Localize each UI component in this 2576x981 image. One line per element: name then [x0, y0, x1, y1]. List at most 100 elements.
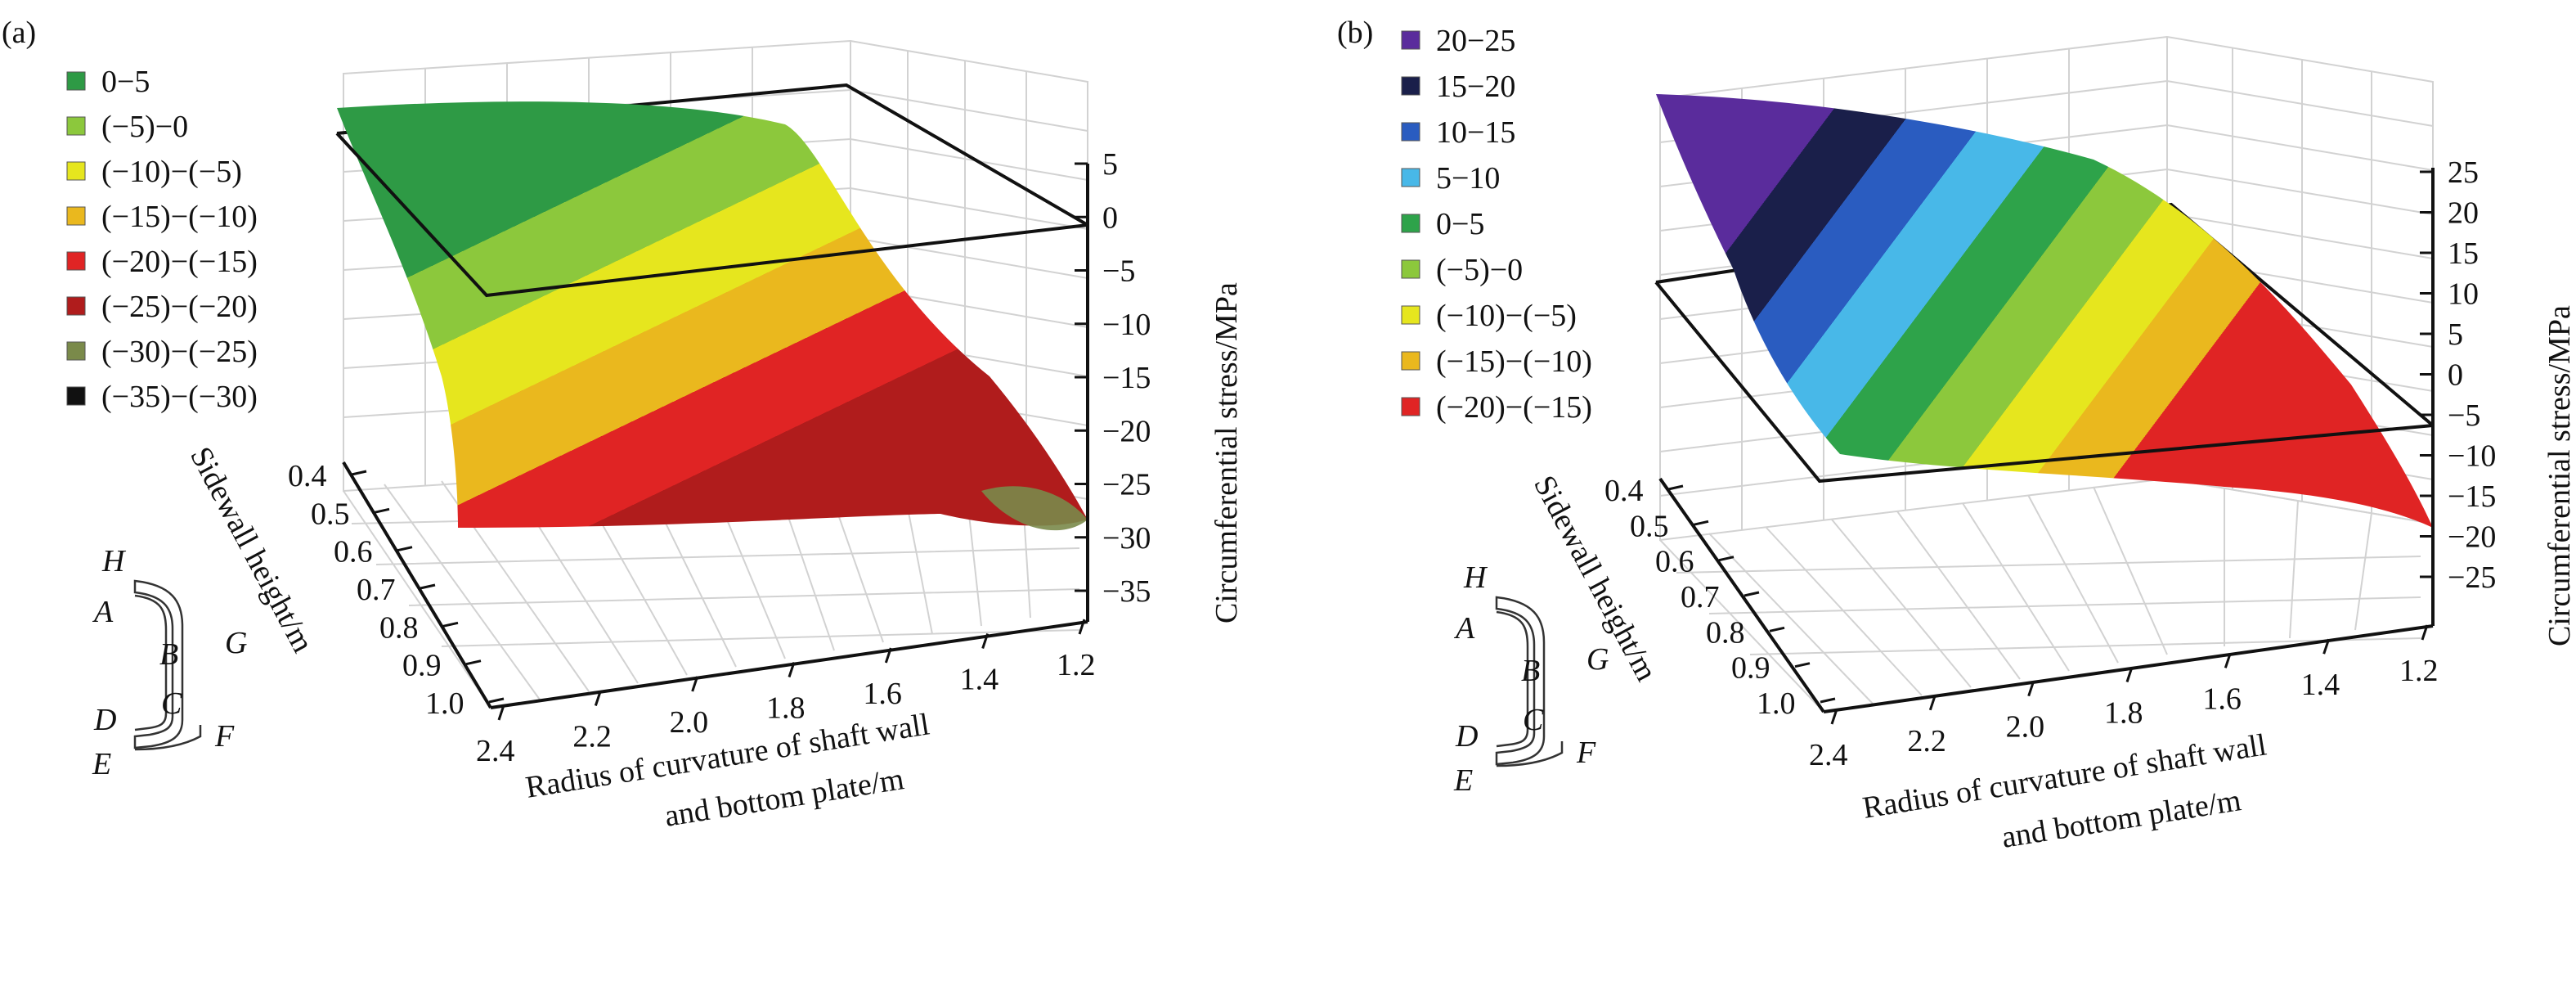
legend-swatch [1401, 76, 1420, 96]
y-tick-label: 1.0 [425, 686, 464, 721]
legend-label: (−10)−(−5) [1436, 299, 1577, 333]
y-tick-label: 0.6 [1655, 545, 1694, 579]
tick-marks [351, 162, 1088, 721]
legend-label: (−10)−(−5) [101, 155, 242, 189]
y-tick [442, 621, 459, 628]
x-tick-label: 1.8 [766, 691, 806, 726]
legend-swatch [1401, 30, 1420, 50]
z-tick-label: −25 [1102, 468, 1151, 502]
x-tick-label: 1.6 [2202, 682, 2242, 716]
y-tick [1667, 484, 1684, 491]
legend-label: (−5)−0 [1436, 253, 1523, 287]
x-tick [884, 647, 892, 664]
z-tick-label: −15 [2448, 479, 2496, 514]
x-tick [1928, 695, 1936, 711]
inset-label: D [1455, 719, 1478, 754]
x-tick-label: 2.0 [670, 705, 709, 740]
z-tick-label: 5 [1102, 147, 1118, 182]
z-tick-label: −5 [2448, 398, 2480, 433]
legend-swatch [1401, 397, 1420, 416]
stress-surface [1656, 94, 2433, 528]
x-tick [497, 704, 505, 721]
y-tick-label: 0.9 [402, 649, 442, 683]
y-tick-label: 0.9 [1731, 651, 1770, 686]
legend-swatch [1401, 122, 1420, 142]
legend-swatch [1401, 214, 1420, 233]
y-tick [1744, 591, 1760, 597]
z-tick-label: 15 [2448, 236, 2479, 271]
panel-label: (a) [2, 16, 36, 50]
legend-swatch [66, 206, 86, 226]
x-tick [594, 691, 602, 706]
inset-bottom-plate [134, 725, 202, 751]
main-axes [1658, 168, 2435, 713]
x-tick [2322, 638, 2331, 655]
y-tick-label: 0.5 [311, 497, 350, 531]
z-tick-label: −10 [2448, 439, 2496, 474]
inset-label: H [1463, 560, 1488, 595]
shaft-inset-diagram: HA B G C D F E [1453, 560, 1609, 798]
legend-label: 0−5 [1436, 207, 1484, 241]
legend: 0−5 (−5)−0 (−10)−(−5) (−15)−(−10) (−20)−(−15… [66, 65, 258, 414]
x-tick-label: 2.4 [1809, 738, 1848, 772]
legend-label: (−35)−(−30) [101, 380, 258, 414]
legend-label: 0−5 [101, 65, 150, 99]
inset-label: C [1523, 703, 1544, 737]
inset-label: B [159, 637, 178, 672]
x-tick-label: 2.2 [1907, 724, 1946, 758]
z-tick-label: −5 [1102, 254, 1135, 289]
x-tick [2125, 667, 2134, 682]
y-tick [1820, 697, 1836, 704]
inset-bottom-plate [1496, 741, 1564, 767]
surface-dark-tip [981, 486, 1088, 531]
x-tick [691, 676, 699, 692]
legend-label: 15−20 [1436, 70, 1515, 104]
legend-swatch [1401, 168, 1420, 187]
inset-outer-wall [133, 579, 184, 749]
legend: 20−25 15−20 10−15 5−10 0−5 (−5)−0 (−10)−(−5) (−… [1401, 24, 1592, 425]
zero-plane-front [335, 132, 1088, 298]
zero-plane-front [1654, 281, 2434, 484]
legend-swatch [66, 386, 86, 406]
x-tick [981, 633, 990, 649]
inset-label: F [214, 719, 235, 754]
x-tick [2224, 652, 2232, 668]
stress-surface [337, 101, 1088, 529]
panel-a: (a) 50−5−10−15−2 [2, 16, 1244, 834]
legend-label: (−15)−(−10) [1436, 344, 1592, 379]
legend-label: (−5)−0 [101, 110, 188, 144]
inset-label: E [1453, 763, 1473, 798]
z-tick-label: 10 [2448, 277, 2479, 312]
y-tick-label: 1.0 [1757, 686, 1796, 721]
z-tick-label: 25 [2448, 155, 2479, 190]
x-tick [1830, 709, 1838, 725]
x-tick-label: 1.6 [863, 677, 902, 711]
tick-marks [1667, 170, 2433, 725]
y-tick-label: 0.8 [379, 610, 419, 645]
legend-label: (−20)−(−15) [1436, 390, 1592, 425]
x-tick-label: 2.0 [2006, 710, 2045, 745]
y-tick-label: 0.5 [1630, 509, 1669, 543]
inset-inner-wall [134, 594, 168, 731]
y-tick-label: 0.7 [357, 573, 396, 607]
z-tick-label: 0 [1102, 200, 1118, 235]
y-tick [1769, 626, 1785, 632]
y-tick [420, 583, 436, 590]
legend-label: (−15)−(−10) [101, 200, 258, 234]
inset-label: C [161, 686, 182, 721]
inset-label: B [1521, 654, 1540, 688]
y-tick-label: 0.4 [288, 459, 327, 493]
inset-label: A [1453, 611, 1475, 646]
legend-swatch [1401, 259, 1420, 279]
z-tick-label: −30 [1102, 521, 1151, 556]
inset-label: G [1586, 642, 1609, 677]
x-tick-label: 1.8 [2104, 696, 2143, 731]
inset-inner-wall [1496, 610, 1529, 748]
x-tick [2027, 681, 2035, 697]
legend-swatch [66, 296, 86, 316]
z-tick-label: −20 [1102, 414, 1151, 448]
x-tick [1078, 619, 1086, 635]
legend-swatch [66, 341, 86, 361]
z-axis-title: Circumferential stress/MPa [2542, 305, 2576, 646]
